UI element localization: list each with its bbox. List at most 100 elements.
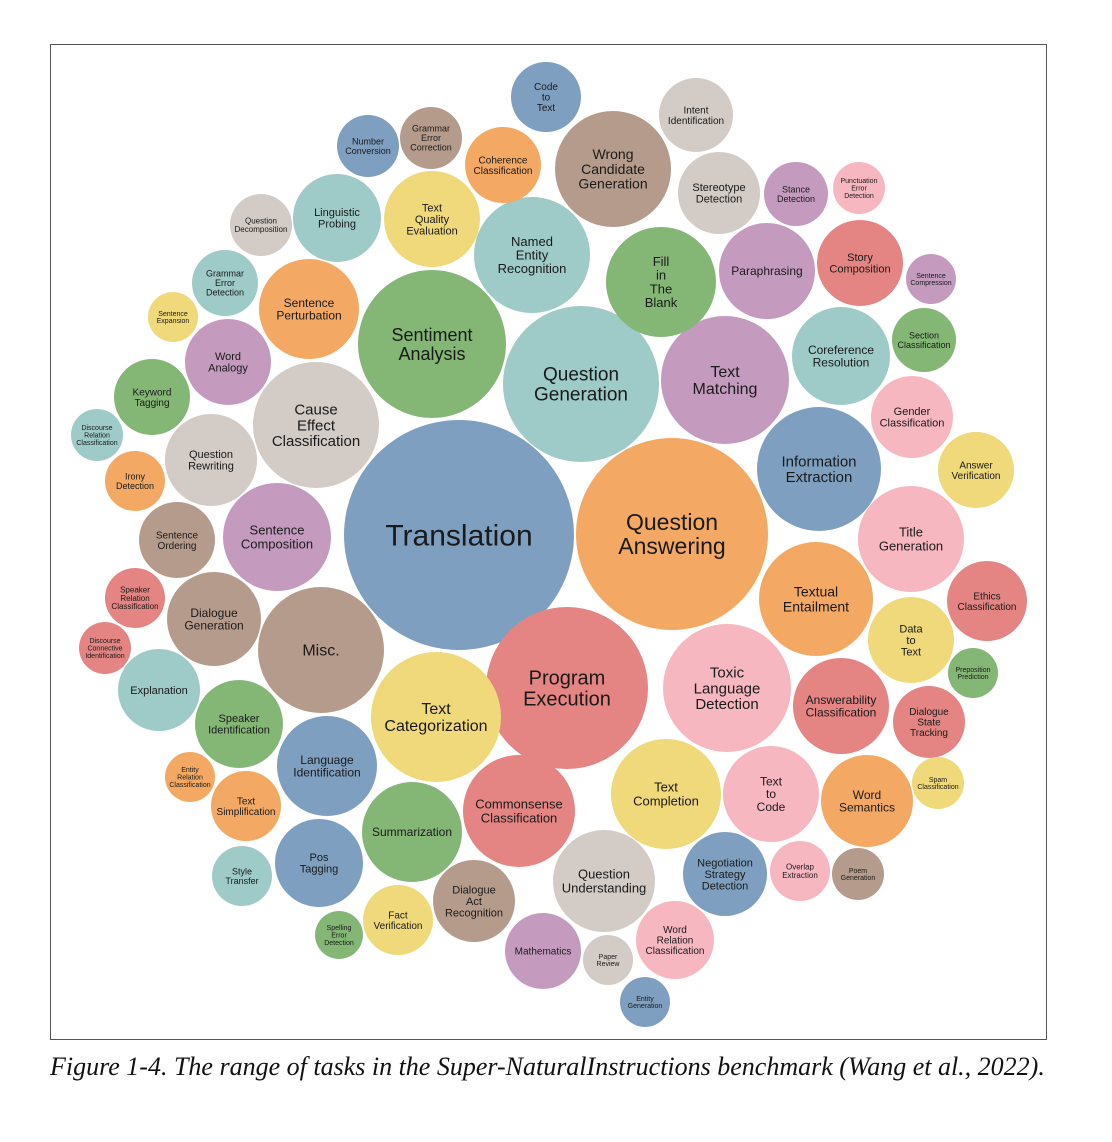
bubble-circle — [400, 107, 462, 169]
bubble-circle — [463, 755, 575, 867]
bubble-circle — [868, 597, 954, 683]
bubble-label: Answerability Classification — [806, 693, 877, 720]
bubble-circle — [165, 414, 257, 506]
bubble-circle — [606, 227, 716, 337]
bubble-text-quality-evaluation: Text Quality Evaluation — [384, 171, 480, 267]
bubble-circle — [553, 830, 655, 932]
bubble-label: Stereotype Detection — [692, 182, 745, 206]
bubble-label: Toxic Language Detection — [694, 665, 761, 714]
bubble-circle — [275, 819, 363, 907]
bubble-spelling-error-detection: Spelling Error Detection — [315, 911, 363, 959]
bubble-label: Named Entity Recognition — [498, 234, 567, 276]
bubble-label: Dialogue Act Recognition — [445, 884, 503, 919]
bubble-label: Gender Classification — [880, 406, 945, 430]
bubble-label: Text Categorization — [384, 701, 487, 735]
bubble-translation: Translation — [344, 420, 574, 650]
bubble-number-conversion: Number Conversion — [337, 115, 399, 177]
bubble-circle — [511, 62, 581, 132]
bubble-sentence-compression: Sentence Compression — [906, 254, 956, 304]
bubble-label: Title Generation — [879, 525, 943, 554]
bubble-circle — [337, 115, 399, 177]
bubble-preposition-prediction: Preposition Prediction — [948, 648, 998, 698]
bubble-circle — [912, 757, 964, 809]
bubble-circle — [195, 680, 283, 768]
bubble-word-analogy: Word Analogy — [185, 319, 271, 405]
bubble-circle — [253, 362, 379, 488]
bubble-story-composition: Story Composition — [817, 220, 903, 306]
bubble-stance-detection: Stance Detection — [764, 162, 828, 226]
bubble-circle — [384, 171, 480, 267]
bubble-label: Fact Verification — [374, 910, 423, 932]
bubble-circle — [185, 319, 271, 405]
bubble-circle — [362, 782, 462, 882]
bubble-circle — [793, 658, 889, 754]
bubble-label: Section Classification — [897, 330, 950, 350]
bubble-circle — [723, 746, 819, 842]
bubble-circle — [757, 407, 881, 531]
bubble-sentiment-analysis: Sentiment Analysis — [358, 270, 506, 418]
bubble-explanation: Explanation — [118, 649, 200, 731]
bubble-label: Text Matching — [693, 364, 758, 398]
bubble-dialogue-generation: Dialogue Generation — [167, 572, 261, 666]
bubble-wrong-candidate-generation: Wrong Candidate Generation — [555, 111, 671, 227]
bubble-circle — [344, 420, 574, 650]
bubble-gender-classification: Gender Classification — [871, 376, 953, 458]
bubble-label: Style Transfer — [225, 866, 258, 886]
bubble-label: Language Identification — [293, 753, 360, 780]
bubble-named-entity-recognition: Named Entity Recognition — [474, 197, 590, 313]
bubble-circle — [892, 308, 956, 372]
bubble-circle — [105, 568, 165, 628]
bubble-circle — [906, 254, 956, 304]
bubble-circle — [114, 359, 190, 435]
bubble-circle — [719, 223, 815, 319]
bubble-intent-identification: Intent Identification — [659, 78, 733, 152]
bubble-label: Question Decomposition — [235, 217, 288, 234]
bubble-answer-verification: Answer Verification — [938, 432, 1014, 508]
bubble-circle — [148, 292, 198, 342]
bubble-label: Overlap Extraction — [782, 863, 818, 880]
bubble-question-understanding: Question Understanding — [553, 830, 655, 932]
bubble-text-matching: Text Matching — [661, 316, 789, 444]
bubble-commonsense-classification: Commonsense Classification — [463, 755, 575, 867]
bubble-label: Speaker Identification — [208, 713, 270, 737]
bubble-label: Dialogue Generation — [184, 606, 243, 633]
bubble-circle — [948, 648, 998, 698]
bubble-label: Sentence Compression — [910, 273, 951, 287]
bubble-circle — [792, 307, 890, 405]
bubble-circle — [71, 409, 123, 461]
bubble-negotiation-strategy-detection: Negotiation Strategy Detection — [683, 832, 767, 916]
bubble-label: Text Completion — [633, 780, 699, 809]
bubble-circle — [833, 162, 885, 214]
bubble-label: Misc. — [302, 643, 339, 660]
bubble-circle — [259, 259, 359, 359]
bubble-style-transfer: Style Transfer — [212, 846, 272, 906]
bubble-fact-verification: Fact Verification — [363, 885, 433, 955]
bubble-circle — [293, 174, 381, 262]
bubble-circle — [505, 913, 581, 989]
bubble-label: Spam Classification — [917, 777, 958, 791]
bubble-circle — [583, 935, 633, 985]
bubble-label: Data to Text — [899, 623, 923, 658]
bubble-circle — [947, 561, 1027, 641]
bubble-data-to-text: Data to Text — [868, 597, 954, 683]
bubble-label: Cause Effect Classification — [272, 402, 360, 451]
bubble-circle — [871, 376, 953, 458]
bubble-circle — [636, 901, 714, 979]
bubble-circle — [832, 848, 884, 900]
bubble-overlap-extraction: Overlap Extraction — [770, 841, 830, 901]
bubble-label: Text Simplification — [217, 796, 276, 818]
bubble-label: Sentence Perturbation — [276, 296, 341, 323]
bubble-circle — [465, 127, 541, 203]
bubble-circle — [258, 587, 384, 713]
bubble-label: Ethics Classification — [958, 591, 1017, 613]
bubble-text-completion: Text Completion — [611, 739, 721, 849]
bubble-circle — [433, 860, 515, 942]
bubble-label: Spelling Error Detection — [324, 925, 354, 947]
bubble-coreference-resolution: Coreference Resolution — [792, 307, 890, 405]
bubble-paraphrasing: Paraphrasing — [719, 223, 815, 319]
bubble-label: Coreference Resolution — [808, 343, 874, 370]
bubble-chart: Translation Question Answering Program Execu… — [71, 62, 1027, 1027]
bubble-label: Text Quality Evaluation — [406, 202, 457, 237]
bubble-circle — [678, 152, 760, 234]
bubble-label: Entity Generation — [628, 996, 663, 1010]
